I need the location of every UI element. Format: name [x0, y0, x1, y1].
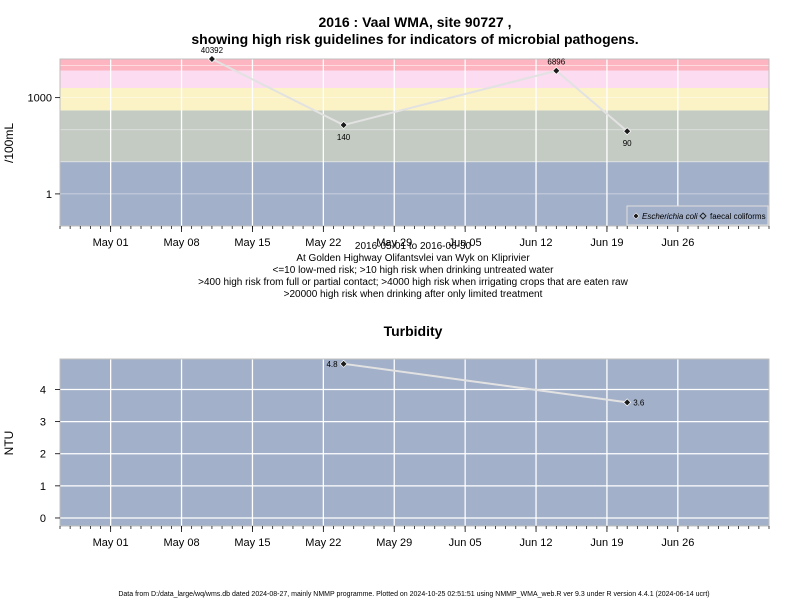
- y-axis: 0 1 2 3 4: [40, 385, 60, 525]
- grid-lines: [60, 359, 769, 526]
- note-risk-drinking: <=10 low-med risk; >10 high risk when dr…: [273, 265, 555, 276]
- data-points: 40392 140 6896 90: [201, 46, 632, 148]
- x-tick-label: Jun 05: [449, 237, 482, 249]
- note-site: At Golden Highway Olifantsvlei van Wyk o…: [296, 253, 530, 264]
- x-tick-label: May 15: [234, 237, 270, 249]
- x-tick-label: May 01: [93, 237, 129, 249]
- ecoli-point-label: 40392: [201, 46, 224, 55]
- x-tick-label: Jun 05: [449, 537, 482, 549]
- risk-bands: [60, 59, 769, 226]
- series-line: [343, 362, 628, 404]
- ecoli-panel: 2016 : Vaal WMA, site 90727 , showing hi…: [2, 14, 770, 300]
- turbidity-data-point: [339, 359, 348, 368]
- risk-band: [60, 110, 769, 162]
- note-risk-treatment: >20000 high risk when drinking after onl…: [284, 289, 543, 300]
- x-tick-label: May 08: [164, 237, 200, 249]
- ecoli-point-label: 6896: [547, 58, 565, 67]
- risk-band: [60, 70, 769, 88]
- legend: Escherichia coli faecal coliforms: [626, 205, 769, 226]
- ecoli-data-point: [623, 127, 632, 136]
- x-tick-label: Jun 12: [520, 537, 553, 549]
- y-axis-label: /100mL: [2, 123, 16, 163]
- x-tick-label: May 22: [305, 537, 341, 549]
- turbidity-series-line: [343, 362, 628, 404]
- turbidity-point-label: 4.8: [326, 360, 338, 369]
- grid-lines: [60, 59, 769, 226]
- risk-band: [60, 59, 769, 71]
- x-tick-label: May 22: [305, 237, 341, 249]
- x-tick-label: May 29: [376, 537, 412, 549]
- x-tick-label: Jun 12: [520, 237, 553, 249]
- legend-box: [626, 205, 769, 226]
- y-tick-label: 2: [40, 449, 46, 461]
- chart-title-line-1: 2016 : Vaal WMA, site 90727 ,: [319, 14, 512, 30]
- x-tick-label: May 15: [234, 537, 270, 549]
- series-line: [211, 58, 628, 132]
- data-points: 4.8 3.6: [326, 360, 644, 408]
- x-tick-label: Jun 26: [661, 537, 694, 549]
- ecoli-data-point: [552, 66, 561, 75]
- chart-notes: 2016-05-01 to 2016-06-30 At Golden Highw…: [198, 241, 628, 300]
- risk-band: [60, 87, 769, 111]
- ecoli-point-label: 140: [337, 133, 351, 142]
- legend-open-diamond-icon: [699, 212, 707, 220]
- x-tick-label: Jun 19: [590, 237, 623, 249]
- turbidity-data-point: [623, 398, 632, 407]
- y-axis: 1 1000: [28, 93, 60, 201]
- ecoli-point-label: 90: [623, 139, 632, 148]
- legend-label-ecoli: Escherichia coli: [642, 212, 698, 221]
- x-tick-label: May 01: [93, 537, 129, 549]
- turbidity-point-label: 3.6: [633, 398, 645, 407]
- chart-title-line-2: showing high risk guidelines for indicat…: [191, 31, 638, 47]
- y-tick-label: 1: [40, 481, 46, 493]
- note-risk-contact: >400 high risk from full or partial cont…: [198, 277, 628, 288]
- turbidity-panel: Turbidity 4.8 3.6 0 1 2 3 4 May 01 May 08 May 1…: [2, 323, 770, 549]
- y-tick-label: 1000: [28, 93, 52, 105]
- x-tick-label: May 29: [376, 237, 412, 249]
- ecoli-data-point: [207, 55, 216, 63]
- x-tick-label: Jun 26: [661, 237, 694, 249]
- x-axis: May 01 May 08 May 15 May 22 May 29 Jun 05 Jun …: [59, 226, 770, 249]
- y-tick-label: 4: [40, 385, 46, 397]
- footer-note: Data from D:/data_large/wq/wms.db dated …: [118, 591, 709, 598]
- legend-filled-diamond-icon: [632, 212, 640, 220]
- y-tick-label: 3: [40, 417, 46, 429]
- ecoli-series-line: [211, 58, 628, 132]
- turbidity-title: Turbidity: [384, 323, 443, 339]
- y-axis-label: NTU: [2, 431, 16, 456]
- note-date-range: 2016-05-01 to 2016-06-30: [355, 241, 472, 252]
- ecoli-data-point: [339, 121, 348, 130]
- y-tick-label: 1: [46, 189, 52, 201]
- y-tick-label: 0: [40, 513, 46, 525]
- legend-label-faecal-coliforms: faecal coliforms: [710, 212, 766, 221]
- x-tick-label: Jun 19: [590, 537, 623, 549]
- plot-background: [60, 359, 769, 526]
- x-axis: May 01 May 08 May 15 May 22 May 29 Jun 05 Jun …: [59, 526, 770, 549]
- x-tick-label: May 08: [164, 537, 200, 549]
